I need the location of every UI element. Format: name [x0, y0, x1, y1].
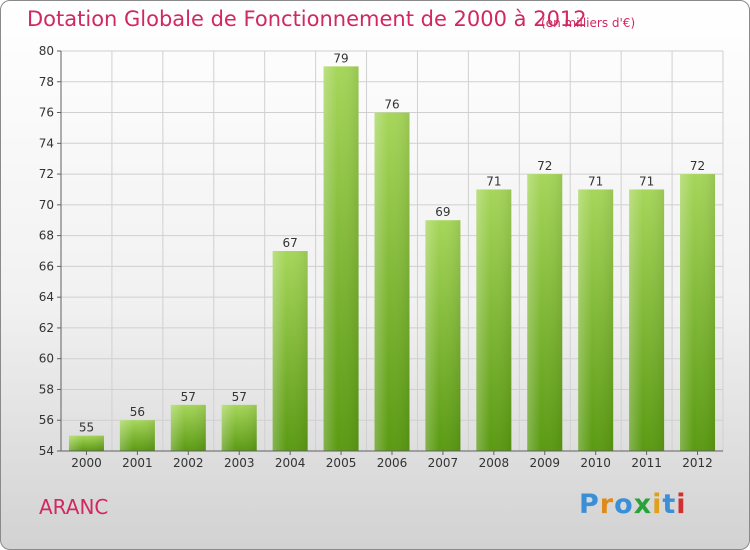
data-label: 72	[690, 159, 705, 173]
data-label: 56	[130, 405, 145, 419]
data-label: 71	[639, 174, 654, 188]
data-label: 76	[384, 98, 399, 112]
x-tick-label: 2006	[377, 456, 408, 470]
y-tick-label: 60	[39, 352, 54, 366]
x-tick-label: 2005	[326, 456, 357, 470]
bar-highlight	[68, 435, 104, 451]
bar-highlight	[272, 251, 308, 451]
chart-title: Dotation Globale de Fonctionnement de 20…	[27, 7, 587, 31]
y-tick-label: 62	[39, 321, 54, 335]
bars: 55 56 57 57 67 79 76 69 71 72 71 71 72	[68, 51, 716, 452]
bar-highlight	[476, 189, 512, 451]
bar-highlight	[323, 66, 359, 451]
y-tick-label: 64	[39, 290, 54, 304]
y-tick-label: 66	[39, 259, 54, 273]
x-tick-label: 2002	[173, 456, 204, 470]
y-tick-label: 56	[39, 413, 54, 427]
logo-letter: x	[633, 489, 653, 520]
x-tick-label: 2007	[428, 456, 459, 470]
logo-letter: i	[676, 489, 687, 520]
x-tick-label: 2003	[224, 456, 255, 470]
data-label: 57	[232, 390, 247, 404]
data-label: 79	[333, 51, 348, 65]
x-tick-label: 2008	[479, 456, 510, 470]
data-label: 71	[588, 174, 603, 188]
y-tick-label: 72	[39, 167, 54, 181]
logo-letter: P	[579, 489, 600, 520]
y-tick-label: 80	[39, 44, 54, 58]
data-label: 71	[486, 174, 501, 188]
y-tick-label: 54	[39, 444, 54, 458]
bar-highlight	[221, 404, 257, 451]
data-label: 67	[283, 236, 298, 250]
y-tick-label: 70	[39, 198, 54, 212]
x-tick-label: 2000	[71, 456, 102, 470]
x-tick-label: 2009	[529, 456, 560, 470]
x-tick-label: 2010	[580, 456, 611, 470]
x-tick-label: 2001	[122, 456, 153, 470]
data-label: 55	[79, 421, 94, 435]
y-tick-label: 68	[39, 229, 54, 243]
bar-highlight	[170, 404, 206, 451]
logo-letter: i	[652, 489, 663, 520]
axes: 54 56 58 60 62 64 66 68 70 72 74 76 78 80 2000 2001 2002…	[39, 44, 723, 470]
bar-highlight	[527, 174, 563, 452]
y-tick-label: 58	[39, 382, 54, 396]
x-tick-label: 2011	[631, 456, 662, 470]
y-tick-label: 74	[39, 136, 54, 150]
data-label: 72	[537, 159, 552, 173]
data-label: 69	[435, 205, 450, 219]
bar-highlight	[629, 189, 665, 451]
bar-highlight	[425, 220, 461, 451]
y-tick-label: 78	[39, 75, 54, 89]
logo-letter: o	[614, 489, 634, 520]
bar-highlight	[119, 420, 155, 451]
x-tick-label: 2004	[275, 456, 306, 470]
data-label: 57	[181, 390, 196, 404]
commune-name: ARANC	[39, 495, 109, 519]
chart-unit: (en milliers d'€)	[541, 16, 636, 30]
y-tick-label: 76	[39, 106, 54, 120]
logo-letter: t	[662, 489, 677, 520]
bar-highlight	[578, 189, 614, 451]
bar-highlight	[680, 174, 716, 452]
x-tick-label: 2012	[682, 456, 713, 470]
bar-highlight	[374, 112, 410, 452]
proxiti-logo[interactable]: Proxiti	[579, 489, 687, 520]
logo-letter: r	[599, 489, 615, 520]
